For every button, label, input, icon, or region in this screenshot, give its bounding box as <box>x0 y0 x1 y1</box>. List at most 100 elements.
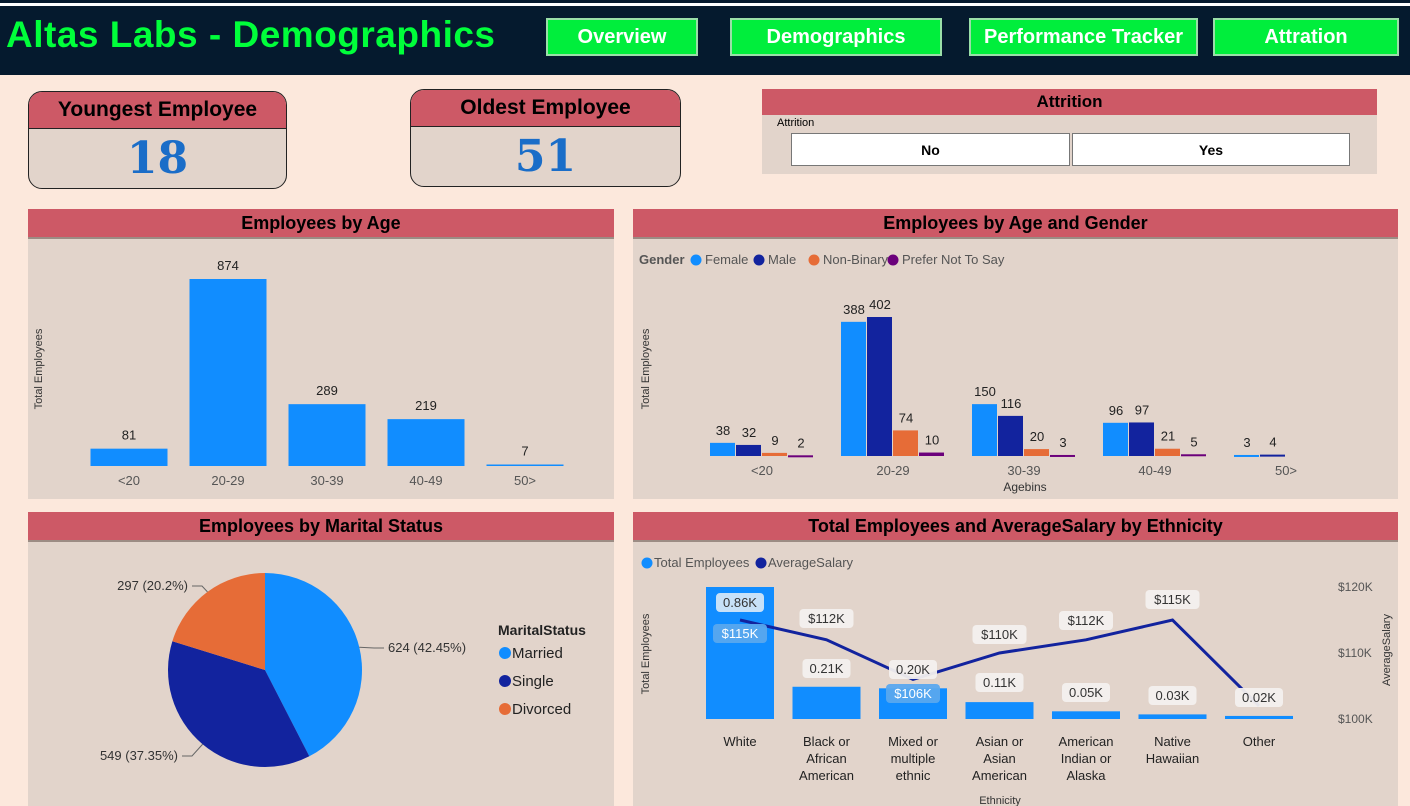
bar-<20-Female <box>710 442 735 456</box>
x-tick-label: Indian or <box>1061 751 1112 766</box>
attrition-yes-button[interactable]: Yes <box>1072 133 1350 166</box>
attrition-no-button[interactable]: No <box>791 133 1070 166</box>
ethnicity-panel: Total Employees and AverageSalary by Eth… <box>633 512 1398 806</box>
data-label: 0.05K <box>1069 685 1103 700</box>
data-label: 96 <box>1109 403 1123 418</box>
data-label: 38 <box>716 423 730 438</box>
label-box <box>1059 611 1113 630</box>
x-tick-label: 20-29 <box>211 473 244 488</box>
legend-entry: Married <box>512 645 563 662</box>
employees-by-age-gender-title: Employees by Age and Gender <box>633 209 1398 239</box>
bar-Asian or Asian American <box>965 702 1034 719</box>
x-tick-label: American <box>1059 734 1114 749</box>
x-tick-label: <20 <box>751 463 773 478</box>
data-label: 32 <box>742 425 756 440</box>
data-label: 0.86K <box>723 595 757 610</box>
data-label: 10 <box>925 433 939 448</box>
employees-by-age-panel: Employees by Age Total Employees 81 <20 874… <box>28 209 614 499</box>
data-label: $115K <box>1154 592 1191 607</box>
y-axis-label: Total Employees <box>33 328 45 409</box>
legend-entry: AverageSalary <box>768 555 854 570</box>
salary-label: $115K <box>713 624 767 643</box>
youngest-employee-value: 18 <box>126 133 189 184</box>
nav-demographics-button[interactable]: Demographics <box>730 18 942 56</box>
ethnicity-title: Total Employees and AverageSalary by Eth… <box>633 512 1398 542</box>
data-label: 20 <box>1030 429 1044 444</box>
marital-status-panel: Employees by Marital Status 624 (42.45%)… <box>28 512 614 806</box>
legend-entry: Non-Binary <box>823 252 889 267</box>
marital-status-chart: 624 (42.45%) 549 (37.35%) 297 (20.2%) Marit… <box>100 573 586 767</box>
label-box <box>1148 686 1197 705</box>
data-label: $110K <box>981 627 1018 642</box>
legend-marker-1 <box>755 557 767 569</box>
employee-count-label: 0.03K <box>1148 686 1197 705</box>
bar-30-39-Female <box>972 404 997 456</box>
legend-entry: Total Employees <box>654 555 750 570</box>
slice-label: 297 (20.2%) <box>117 578 188 593</box>
bar-30-39-Prefer Not To Say <box>1050 454 1075 457</box>
bar-30-39-Non-Binary <box>1024 449 1049 456</box>
bar-50>-Female <box>1234 454 1259 457</box>
nav-performance-tracker-button[interactable]: Performance Tracker <box>969 18 1198 56</box>
data-label: 402 <box>869 297 891 312</box>
data-label: 74 <box>899 410 913 425</box>
bar-20-29-Non-Binary <box>893 430 918 456</box>
x-tick-label: 40-49 <box>1138 463 1171 478</box>
bar-Black or African American <box>792 686 861 719</box>
nav-attration-button[interactable]: Attration <box>1213 18 1399 56</box>
header-top-line <box>0 3 1410 6</box>
data-label: 0.21K <box>810 661 844 676</box>
bar-20-29-Female <box>841 321 866 456</box>
label-box <box>799 609 854 628</box>
label-box <box>886 684 940 703</box>
data-label: 97 <box>1135 402 1149 417</box>
x-tick-label: American <box>972 768 1027 783</box>
data-label: 4 <box>1269 435 1276 450</box>
oldest-employee-value: 51 <box>514 131 577 182</box>
attrition-field-label: Attrition <box>777 117 815 129</box>
bar-40-49-Female <box>1103 422 1128 456</box>
employee-count-label: 0.11K <box>975 673 1024 692</box>
data-label: 219 <box>415 398 437 413</box>
data-label: 0.11K <box>983 675 1016 690</box>
employees-by-age-gender-chart: Gender Female Male Non-Binary Prefer Not To … <box>639 252 1297 494</box>
bar-50> <box>486 464 564 466</box>
x-tick-label: Black or <box>803 734 851 749</box>
bar-<20-Male <box>736 444 761 456</box>
data-label: 874 <box>217 258 239 273</box>
x-tick-label: 50> <box>514 473 536 488</box>
pie-slice-Single <box>168 641 310 767</box>
bar-20-29-Prefer Not To Say <box>919 452 944 456</box>
label-box <box>1145 590 1200 609</box>
x-tick-label: Asian <box>983 751 1016 766</box>
oldest-employee-label: Oldest Employee <box>411 90 680 127</box>
legend-marker-3 <box>887 254 899 266</box>
pie-slice-Divorced <box>172 573 265 670</box>
salary-label: $112K <box>799 609 854 628</box>
employee-count-label: 0.05K <box>1062 683 1110 702</box>
label-box <box>1235 688 1283 707</box>
label-box <box>716 593 764 612</box>
label-box <box>802 659 851 678</box>
ethnicity-chart: Total Employees AverageSalary Total Employ… <box>640 555 1393 806</box>
marital-status-title: Employees by Marital Status <box>28 512 614 542</box>
x-tick-label: Native <box>1154 734 1191 749</box>
legend-marker-2 <box>499 703 511 715</box>
data-label: 3 <box>1059 435 1066 450</box>
x-tick-label: <20 <box>118 473 140 488</box>
data-label: 289 <box>316 383 338 398</box>
employees-by-age-gender-panel: Employees by Age and Gender Gender Female… <box>633 209 1398 499</box>
data-label: $112K <box>1068 613 1105 628</box>
employee-count-label: 0.02K <box>1235 688 1283 707</box>
employee-count-label: 0.20K <box>889 660 937 679</box>
x-tick-label: American <box>799 768 854 783</box>
y2-axis-label: AverageSalary <box>1381 614 1393 686</box>
data-label: 0.02K <box>1242 690 1276 705</box>
legend-title: MaritalStatus <box>498 622 586 638</box>
legend-entry: Divorced <box>512 701 571 718</box>
salary-label: $106K <box>886 684 940 703</box>
bar-Native Hawaiian <box>1138 714 1207 719</box>
nav-overview-button[interactable]: Overview <box>546 18 698 56</box>
bar-40-49 <box>387 419 465 466</box>
legend-marker-0 <box>690 254 702 266</box>
